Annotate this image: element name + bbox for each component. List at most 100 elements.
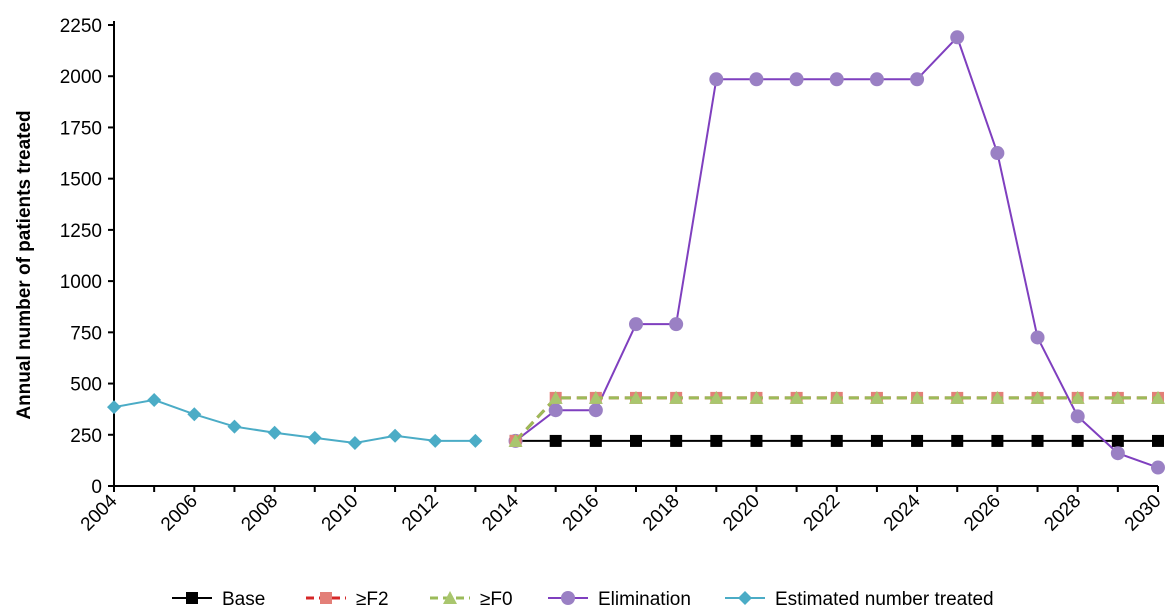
series-estimated-number-treated [107,392,483,450]
data-point [829,72,844,87]
data-point [1030,330,1045,345]
data-point [629,390,643,404]
legend-marker [738,591,752,605]
x-tick-label: 2026 [960,491,1005,536]
data-point [789,390,804,404]
data-point [1070,390,1085,404]
x-tick-label: 2022 [800,491,845,536]
x-tick-label: 2018 [639,491,684,536]
data-point [1151,460,1165,475]
series-line [113,398,476,444]
x-tick-label: 2010 [318,491,363,536]
data-point [1111,434,1124,447]
legend-label: ≥F0 [480,589,513,610]
data-point [869,390,884,404]
y-tick-label: 250 [70,426,102,447]
data-point [870,434,883,447]
data-point [187,407,202,422]
data-point [147,392,162,407]
data-point [588,390,603,404]
data-point [588,403,603,418]
legend-item: Estimated number treated [725,589,994,610]
data-point [549,434,562,447]
data-point [508,433,523,447]
data-point [428,433,443,448]
x-tick-label: 2016 [559,491,604,536]
data-point [347,435,362,450]
data-point [629,317,643,332]
data-point [227,419,242,434]
legend-marker [186,592,198,604]
x-tick-label: 2008 [237,491,282,536]
data-point [790,434,803,447]
series-base [509,434,1164,447]
data-point [548,390,563,404]
data-point [709,72,724,87]
x-tick-label: 2030 [1121,491,1166,536]
legend: Base ≥F2 ≥F0 Elimination Estimated number tr… [172,589,994,610]
legend-item: Elimination [548,589,691,610]
data-point [950,30,965,45]
data-point [911,434,924,447]
legend-item: Base [172,589,265,610]
series-elimination [508,30,1165,475]
data-point [1070,409,1085,424]
data-point [670,434,683,447]
data-point [307,430,322,445]
x-axis-ticks: 2004 2006 2008 2010 2012 2014 2016 2018 2020 2022… [77,486,1166,535]
y-tick-label: 500 [70,375,102,396]
data-point [388,428,403,443]
data-point [830,434,843,447]
data-point [910,390,925,404]
data-point [1152,434,1164,447]
y-axis-ticks: 0 250 500 750 1000 1250 1500 1750 2000 2250 [60,16,114,498]
y-tick-label: 2000 [60,67,102,88]
legend-marker [443,591,457,604]
legend-marker [320,592,332,604]
data-point [107,400,121,415]
legend-label: ≥F2 [356,589,389,610]
data-point [950,390,965,404]
x-tick-label: 2020 [719,491,764,536]
data-point [1151,390,1165,404]
legend-marker [561,591,575,605]
x-tick-label: 2004 [77,490,122,535]
y-tick-label: 1000 [60,272,102,293]
x-tick-label: 2006 [157,491,202,536]
legend-label: Elimination [598,589,691,610]
series-f0 [508,390,1165,447]
y-tick-label: 1500 [60,170,102,191]
data-point [630,434,642,447]
x-tick-label: 2012 [398,491,443,536]
series-line [514,396,1158,442]
data-point [869,72,884,87]
data-point [749,390,764,404]
y-tick-label: 1250 [60,221,102,242]
data-point [468,433,483,448]
data-point [1031,434,1044,447]
data-point [669,390,684,404]
data-point [1110,390,1125,404]
legend-item: ≥F2 [306,589,389,610]
legend-label: Estimated number treated [775,589,994,610]
y-tick-label: 2250 [60,16,102,37]
y-axis-title: Annual number of patients treated [14,110,35,419]
series-line [514,396,1158,442]
data-point [710,434,723,447]
data-point [1030,390,1045,404]
data-point [990,146,1005,161]
data-point [267,425,282,440]
data-point [990,390,1005,404]
y-tick-label: 1750 [60,118,102,139]
x-tick-label: 2014 [478,490,523,535]
data-point [991,434,1004,447]
data-point [749,72,764,87]
data-point [589,434,602,447]
x-tick-label: 2024 [880,490,925,535]
y-tick-label: 750 [70,323,102,344]
data-point [548,403,563,418]
data-point [709,390,724,404]
legend-label: Base [222,589,265,610]
y-tick-label: 0 [91,477,102,498]
